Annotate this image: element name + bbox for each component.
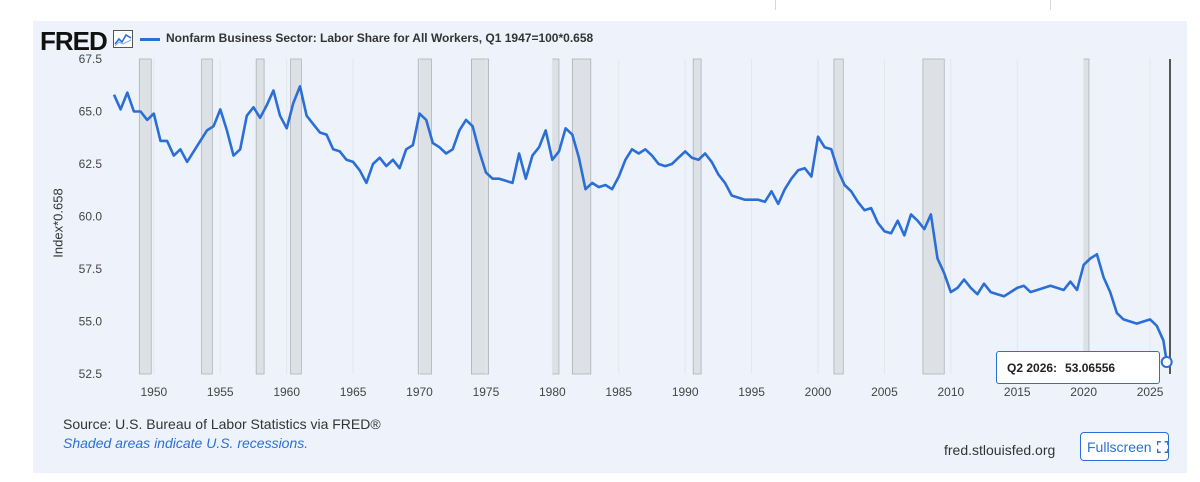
y-tick-label: 55.0 [79, 315, 103, 329]
tooltip-date: Q2 2026: [1007, 360, 1058, 375]
x-tick-label: 1965 [340, 385, 367, 399]
x-tick-label: 1955 [207, 385, 234, 399]
value-tooltip: Q2 2026: 53.06556 [996, 351, 1160, 384]
x-tick-label: 2000 [805, 385, 832, 399]
recession-bar [571, 58, 592, 375]
x-tick-label: 2005 [871, 385, 898, 399]
recession-bar [290, 58, 302, 375]
legend-swatch [140, 38, 160, 41]
top-separator [1050, 0, 1051, 10]
recession-note: Shaded areas indicate U.S. recessions. [63, 435, 309, 451]
y-tick-label: 60.0 [79, 210, 103, 224]
series-lines [112, 85, 1168, 363]
x-tick-label: 2020 [1070, 385, 1097, 399]
tooltip-value: 53.06556 [1065, 360, 1116, 375]
y-tick-label: 67.5 [79, 52, 103, 66]
site-link[interactable]: fred.stlouisfed.org [944, 442, 1056, 458]
x-axis-ticks: 1950 1955 1960 1965 1970 1975 1980 1985 1990 1995… [140, 385, 1163, 399]
x-tick-label: 1970 [406, 385, 433, 399]
fullscreen-button[interactable]: Fullscreen [1080, 432, 1169, 461]
fred-logo[interactable]: FRED [40, 26, 108, 56]
top-separator [775, 0, 776, 10]
recession-bar [922, 58, 945, 375]
y-tick-label: 62.5 [79, 157, 103, 171]
recession-bar [692, 58, 702, 375]
x-tick-label: 1990 [672, 385, 699, 399]
recession-bar [138, 58, 152, 375]
series-line [112, 85, 1168, 363]
y-tick-label: 52.5 [79, 367, 103, 381]
x-tick-label: 1980 [539, 385, 566, 399]
fullscreen-label: Fullscreen [1087, 438, 1152, 455]
x-tick-label: 2025 [1137, 385, 1164, 399]
line-chart-icon [113, 30, 133, 48]
last-point-marker [1160, 356, 1173, 369]
recession-bar [255, 58, 265, 375]
recession-bar [201, 58, 213, 375]
y-axis-ticks: 52.5 55.0 57.5 60.0 62.5 65.0 67.5 [79, 52, 103, 381]
recession-bar [417, 58, 432, 375]
series-title: Nonfarm Business Sector: Labor Share for… [166, 31, 594, 45]
x-tick-label: 1995 [738, 385, 765, 399]
x-tick-label: 2010 [937, 385, 964, 399]
source-text: Source: U.S. Bureau of Labor Statistics … [63, 416, 381, 432]
recession-shading [138, 58, 1090, 375]
top-strip [0, 0, 1200, 16]
x-tick-label: 1950 [140, 385, 167, 399]
x-tick-label: 1985 [605, 385, 632, 399]
y-tick-label: 65.0 [79, 105, 103, 119]
x-tick-label: 2015 [1004, 385, 1031, 399]
recession-bar [833, 58, 844, 375]
fullscreen-icon [1156, 440, 1168, 453]
recession-bar [552, 58, 560, 375]
x-tick-label: 1960 [273, 385, 300, 399]
recession-bar [1083, 58, 1090, 375]
y-tick-label: 57.5 [79, 262, 103, 276]
x-tick-label: 1975 [473, 385, 500, 399]
data-point-marker [1160, 356, 1173, 369]
grid-lines [153, 59, 1171, 374]
chart-panel [33, 21, 1187, 473]
